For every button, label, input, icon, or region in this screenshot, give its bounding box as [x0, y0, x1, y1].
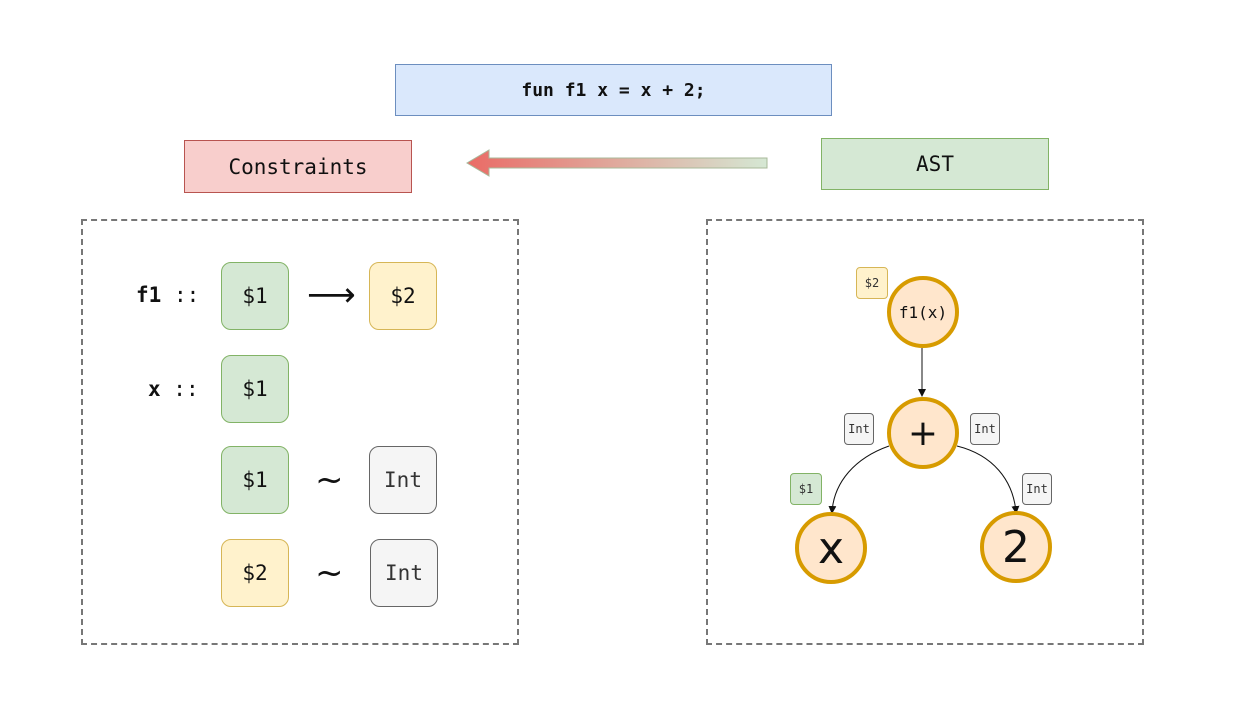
- constraint-2-right: Int: [370, 539, 438, 607]
- edge-plus-to-x: [828, 445, 890, 514]
- x-separator: ::: [160, 377, 199, 401]
- ast-title: AST: [821, 138, 1049, 190]
- constraint-2-left: $2: [221, 539, 289, 607]
- plus-right-type-badge: Int: [970, 413, 1000, 445]
- function-arrow: ⟶: [307, 275, 356, 315]
- two-node-type-badge: Int: [1022, 473, 1052, 505]
- constraint-1-left: $1: [221, 446, 289, 514]
- ast-node-two: 2: [980, 511, 1052, 583]
- code-snippet: fun f1 x = x + 2;: [395, 64, 832, 116]
- constraint-1-tilde: ~: [315, 460, 344, 500]
- f1-name: f1: [136, 283, 162, 307]
- x-signature-label: x ::: [148, 377, 199, 401]
- constraint-2-tilde: ~: [315, 553, 344, 593]
- constraints-panel: [81, 219, 519, 645]
- constraint-1-right: Int: [369, 446, 437, 514]
- constraints-title: Constraints: [184, 140, 412, 193]
- plus-left-type-badge: Int: [844, 413, 874, 445]
- x-type: $1: [221, 355, 289, 423]
- x-node-type-badge: $1: [790, 473, 822, 505]
- f1-signature-label: f1 ::: [136, 283, 199, 307]
- edge-plus-to-two: [956, 445, 1020, 514]
- ast-node-plus: +: [887, 397, 959, 469]
- f1-return-type: $2: [369, 262, 437, 330]
- f1-param-type: $1: [221, 262, 289, 330]
- ast-node-root: f1(x): [887, 276, 959, 348]
- root-type-badge: $2: [856, 267, 888, 299]
- ast-node-x: x: [795, 512, 867, 584]
- f1-separator: ::: [161, 283, 200, 307]
- ast-panel: [706, 219, 1144, 645]
- x-name: x: [148, 377, 161, 401]
